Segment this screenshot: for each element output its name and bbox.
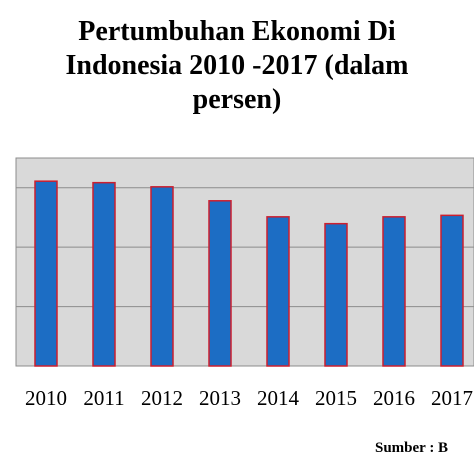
x-tick-label-2015: 2015 [315,386,357,410]
chart-title-line-1: Pertumbuhan Ekonomi Di [78,16,396,47]
bar-2010 [34,180,58,367]
bars [34,180,464,367]
bar-2011 [92,181,116,367]
bar-2012 [150,186,174,367]
bar-2016 [382,216,406,367]
x-tick-label-2014: 2014 [257,386,300,410]
source-note: Sumber : B [375,440,449,456]
chart-title: Pertumbuhan Ekonomi Di Indonesia 2010 -2… [0,15,474,117]
x-tick-label-2013: 2013 [199,386,241,410]
bar-2014 [266,216,290,367]
x-tick-label-2012: 2012 [141,386,183,410]
bar-2013 [208,200,232,367]
x-tick-label-2010: 2010 [25,386,67,410]
bar-2017 [440,214,464,367]
x-tick-labels: 2010 2011 2012 2013 2014 2015 2016 2017 [25,386,473,410]
chart-title-line-3: persen) [192,84,282,115]
x-tick-label-2016: 2016 [373,386,415,410]
x-tick-label-2011: 2011 [83,386,124,410]
bar-2015 [324,222,348,367]
x-tick-label-2017: 2017 [431,386,473,410]
chart-title-line-2: Indonesia 2010 -2017 (dalam [65,50,409,81]
